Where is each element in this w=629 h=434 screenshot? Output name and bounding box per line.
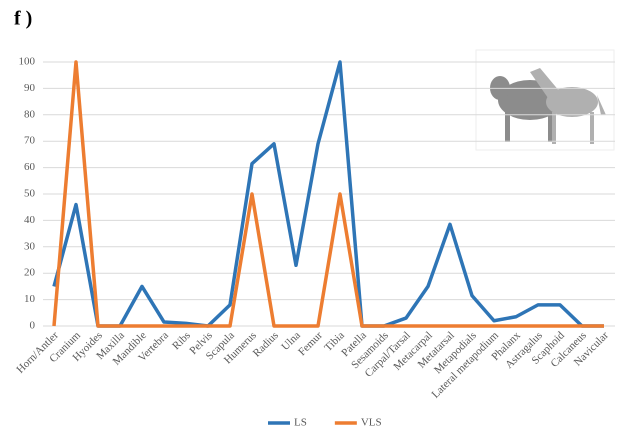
y-tick-label: 100: [19, 56, 36, 68]
animal-body: [546, 87, 598, 117]
animal-neck: [530, 68, 560, 98]
animal-illustration: [475, 49, 615, 151]
x-tick-label: Femur: [296, 329, 325, 358]
y-tick-label: 40: [24, 214, 36, 226]
x-tick-label: Radius: [251, 329, 281, 359]
y-tick-label: 50: [24, 188, 36, 200]
y-tick-label: 80: [24, 108, 36, 120]
series-line: [52, 60, 604, 328]
animal-leg: [548, 110, 553, 142]
y-tick-label: 90: [24, 82, 36, 94]
legend-label: LS: [294, 417, 307, 429]
y-tick-label: 10: [24, 293, 36, 305]
chart-title: f ): [14, 8, 32, 30]
animal-leg: [552, 112, 556, 144]
y-tick-label: 20: [24, 267, 36, 279]
y-tick-label: 0: [30, 320, 36, 332]
legend-label: VLS: [361, 417, 382, 429]
y-tick-label: 30: [24, 240, 36, 252]
y-tick-label: 70: [24, 135, 36, 147]
series-line: [52, 60, 604, 328]
animal-tail: [597, 95, 606, 115]
y-tick-label: 60: [24, 161, 36, 173]
animal-leg: [505, 110, 510, 142]
animal-leg: [590, 112, 594, 144]
